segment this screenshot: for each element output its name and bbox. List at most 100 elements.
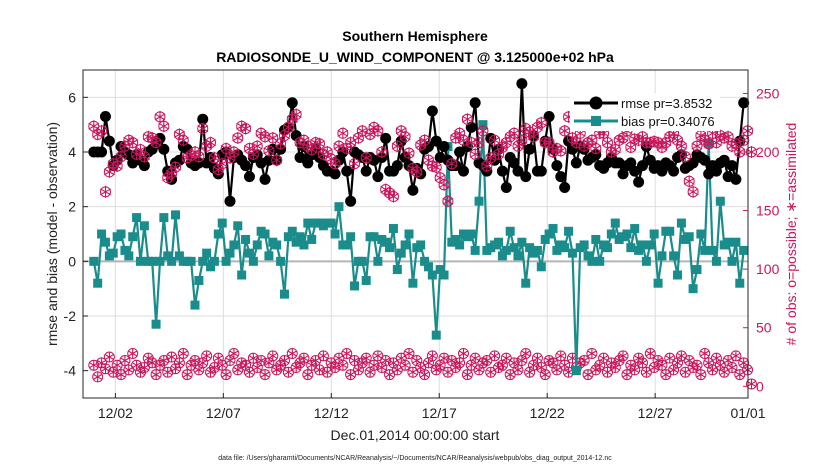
obs-assimilated-point xyxy=(489,134,501,147)
obs-low-assimilated-point xyxy=(505,369,515,380)
obs-assimilated-point xyxy=(516,134,528,147)
obs-assimilated-point xyxy=(399,130,411,143)
bias-point xyxy=(186,256,196,266)
obs-assimilated-point xyxy=(240,122,252,135)
obs-low-assimilated-point xyxy=(490,350,500,361)
obs-low-assimilated-point xyxy=(116,369,126,380)
rmse-point xyxy=(617,168,629,180)
legend-bias-label: bias pr=0.34076 xyxy=(621,114,715,129)
obs-assimilated-point xyxy=(372,124,384,137)
bias-point xyxy=(715,196,725,206)
obs-assimilated-point xyxy=(679,150,691,163)
bias-point xyxy=(291,237,301,247)
bias-point xyxy=(591,234,601,244)
bias-point xyxy=(692,265,702,275)
bias-point xyxy=(641,256,651,266)
bias-point xyxy=(167,256,177,266)
obs-low-assimilated-point xyxy=(680,367,690,378)
obs-low-assimilated-point xyxy=(746,378,757,389)
bias-point xyxy=(587,256,597,266)
obs-low-assimilated-point xyxy=(205,367,216,378)
bias-point xyxy=(711,256,721,266)
bias-point xyxy=(645,240,655,250)
obs-assimilated-markers xyxy=(88,108,757,208)
rmse-point xyxy=(360,165,372,177)
rmse-point xyxy=(516,78,528,90)
obs-low-assimilated-point xyxy=(661,369,671,380)
obs-assimilated-point xyxy=(349,157,360,170)
bias-point xyxy=(202,248,212,258)
bias-point xyxy=(346,232,356,242)
bias-point xyxy=(536,262,546,272)
obs-low-assimilated-point xyxy=(342,348,352,359)
bias-point xyxy=(400,240,410,250)
obs-low-assimilated-point xyxy=(451,362,461,373)
obs-low-assimilated-point xyxy=(540,369,550,380)
bias-point xyxy=(89,256,99,266)
x-tick-label: 12/22 xyxy=(530,405,565,421)
bias-point xyxy=(373,256,383,266)
rmse-point xyxy=(243,171,255,183)
rmse-point xyxy=(512,165,524,177)
obs-low-assimilated-point xyxy=(186,360,196,371)
obs-low-assimilated-point xyxy=(326,357,336,368)
x-tick-label: 12/12 xyxy=(314,405,349,421)
y-right-tick-label: 50 xyxy=(756,320,772,336)
bias-point xyxy=(567,248,577,258)
obs-low-assimilated-point xyxy=(676,350,686,361)
bias-point xyxy=(120,245,130,255)
bias-point xyxy=(206,262,216,272)
rmse-point xyxy=(469,97,481,109)
bias-point xyxy=(139,221,149,231)
obs-low-assimilated-point xyxy=(151,369,161,380)
obs-assimilated-point xyxy=(687,185,699,198)
obs-assimilated-point xyxy=(442,195,454,208)
bias-point xyxy=(583,251,593,261)
rmse-point xyxy=(286,97,298,109)
obs-assimilated-point xyxy=(528,130,539,143)
obs-low-assimilated-point xyxy=(657,360,667,371)
bias-point xyxy=(221,256,231,266)
obs-low-assimilated-point xyxy=(128,348,138,359)
obs-assimilated-point xyxy=(356,124,368,137)
rmse-point xyxy=(726,160,738,172)
obs-low-assimilated-point xyxy=(455,357,465,368)
rmse-point xyxy=(699,154,711,166)
bias-point xyxy=(260,229,270,239)
obs-assimilated-point xyxy=(691,140,703,153)
y-tick-label: 4 xyxy=(68,144,76,160)
obs-low-assimilated-point xyxy=(167,352,177,362)
bias-point xyxy=(673,270,683,280)
bias-point xyxy=(606,229,616,239)
obs-low-assimilated-point xyxy=(268,350,278,361)
bias-point xyxy=(307,234,317,244)
bias-point xyxy=(299,240,309,250)
obs-assimilated-point xyxy=(446,157,458,170)
obs-assimilated-point xyxy=(703,137,715,150)
obs-low-assimilated-point xyxy=(641,367,651,378)
obs-assimilated-point xyxy=(360,151,372,164)
y-right-tick-label: 100 xyxy=(756,261,780,277)
bias-point xyxy=(501,245,511,255)
obs-low-assimilated-point xyxy=(283,367,293,378)
obs-assimilated-point xyxy=(271,154,283,167)
obs-low-assimilated-point xyxy=(443,367,453,378)
bias-point xyxy=(505,226,515,236)
bias-point xyxy=(521,278,531,288)
rmse-point xyxy=(738,97,750,109)
bias-point xyxy=(564,226,574,236)
obs-low-assimilated-point xyxy=(462,369,472,380)
rmse-point xyxy=(508,157,520,169)
rmse-point xyxy=(520,171,532,183)
obs-assimilated-point xyxy=(730,137,742,150)
obs-assimilated-point xyxy=(103,165,115,178)
obs-low-assimilated-point xyxy=(707,364,718,375)
obs-assimilated-point xyxy=(734,146,746,158)
obs-low-assimilated-point xyxy=(104,352,114,362)
obs-assimilated-point xyxy=(282,121,294,134)
obs-low-assimilated-point xyxy=(139,362,149,373)
x-tick-label: 12/27 xyxy=(638,405,673,421)
obs-low-assimilated-point xyxy=(135,367,146,378)
obs-assimilated-point xyxy=(150,136,162,149)
obs-low-assimilated-point xyxy=(202,350,212,361)
